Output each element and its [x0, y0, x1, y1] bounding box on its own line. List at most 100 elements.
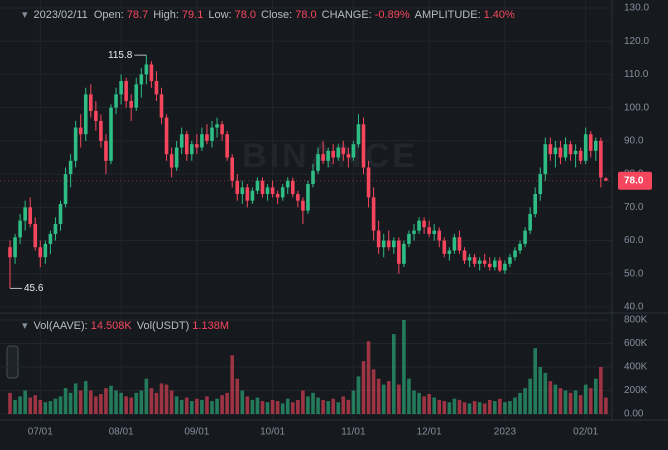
volume-bar	[205, 396, 209, 414]
candle-body	[109, 107, 113, 161]
volume-bar	[179, 399, 184, 414]
volume-bar	[326, 401, 330, 414]
last-price-tag	[618, 171, 652, 190]
candle-body	[154, 81, 159, 95]
volume-bar	[548, 381, 553, 414]
candle-body	[245, 187, 250, 201]
candle-body	[301, 200, 305, 211]
candle-body	[381, 240, 386, 248]
candle-body	[280, 187, 285, 198]
candle-body	[594, 140, 598, 151]
candle-body	[58, 204, 63, 224]
header-value: 78.0	[295, 9, 317, 21]
header-value: -0.89%	[374, 9, 410, 21]
candle-body	[18, 220, 22, 238]
candle-body	[326, 150, 330, 161]
candle-body	[311, 170, 315, 185]
volume-bar	[184, 397, 189, 414]
candle-body	[139, 74, 144, 85]
volume-bar	[296, 399, 300, 414]
candle-body	[538, 174, 543, 195]
volume-bar	[386, 381, 391, 414]
volume-bar	[280, 403, 285, 414]
volume-bar	[68, 392, 73, 414]
volume-bar	[119, 392, 123, 414]
volume-bar	[8, 392, 12, 414]
volume-bar	[99, 394, 103, 414]
candle-body	[275, 194, 280, 198]
volume-value: 1.138M	[192, 320, 229, 332]
volume-bar	[78, 390, 83, 414]
header-value: 78.0	[234, 9, 257, 21]
volume-bar	[48, 401, 53, 414]
volume-bar	[190, 401, 194, 414]
volume-bar	[568, 392, 573, 414]
y-tick-label: 600K	[624, 338, 648, 349]
candle-body	[8, 247, 12, 258]
volume-items: Vol(AAVE): 14.508K Vol(USDT) 1.138M	[34, 320, 234, 332]
header-items: Open: 78.7 High: 79.1 Low: 78.0 Close: 78.0 CHAN…	[94, 9, 520, 21]
volume-bar	[58, 396, 63, 414]
y-tick-label: 40.0	[624, 302, 644, 313]
y-tick-label: 120.0	[624, 36, 649, 47]
candle-body	[190, 144, 194, 155]
candle-body	[43, 243, 48, 258]
candle-body	[447, 250, 452, 254]
volume-bar	[553, 384, 558, 414]
candle-body	[291, 180, 295, 195]
header-label: Open:	[93, 9, 124, 21]
candle-body	[210, 127, 214, 141]
candle-body	[124, 81, 128, 102]
y-tick-label: 50.0	[624, 268, 644, 279]
candle-body	[578, 150, 583, 161]
volume-value: 14.508K	[90, 320, 132, 332]
volume-bar	[301, 390, 305, 414]
candle-body	[89, 94, 93, 111]
volume-bar	[588, 388, 593, 414]
volume-bar	[28, 397, 32, 414]
x-tick-label: 08/01	[109, 427, 134, 438]
volume-bar	[174, 396, 179, 414]
volume-bar	[493, 401, 497, 414]
candle-body	[306, 184, 310, 211]
y-tick-label: 70.0	[624, 202, 644, 213]
volume-bar	[331, 398, 335, 414]
side-toggle[interactable]	[6, 345, 19, 379]
volume-bar	[215, 398, 219, 414]
candle-body	[599, 140, 603, 178]
candle-body	[366, 167, 371, 198]
candle-body	[250, 190, 255, 201]
volume-bar	[472, 401, 477, 414]
volume-bar	[83, 381, 88, 414]
low-label: 45.6	[24, 283, 44, 294]
candle-body	[321, 154, 325, 161]
volume-bar	[164, 384, 169, 414]
volume-bar	[397, 384, 401, 414]
x-tick-label: 10/01	[260, 427, 285, 438]
candle-body	[518, 243, 522, 251]
volume-bar	[543, 372, 548, 414]
volume-bar	[321, 399, 325, 414]
volume-bar	[558, 388, 563, 414]
volume-bar	[144, 378, 149, 414]
volume-bar	[33, 395, 38, 414]
candle-body	[392, 240, 396, 248]
header-value: 78.7	[126, 9, 149, 21]
volume-bar	[361, 361, 366, 414]
candle-body	[351, 144, 356, 158]
candle-body	[422, 220, 426, 228]
volume-bar	[578, 395, 583, 414]
volume-bar	[210, 401, 214, 414]
x-tick-label: 12/01	[417, 427, 442, 438]
volume-bar	[392, 334, 396, 414]
volume-bar	[604, 397, 608, 414]
candle-body	[285, 180, 290, 188]
volume-bar	[270, 399, 275, 414]
volume-bar	[169, 390, 174, 414]
volume-bar	[159, 383, 164, 414]
volume-bar	[503, 402, 507, 414]
x-tick-label: 09/01	[184, 427, 209, 438]
volume-bar	[114, 390, 118, 414]
grid	[0, 0, 612, 420]
volume-bar	[366, 341, 371, 414]
